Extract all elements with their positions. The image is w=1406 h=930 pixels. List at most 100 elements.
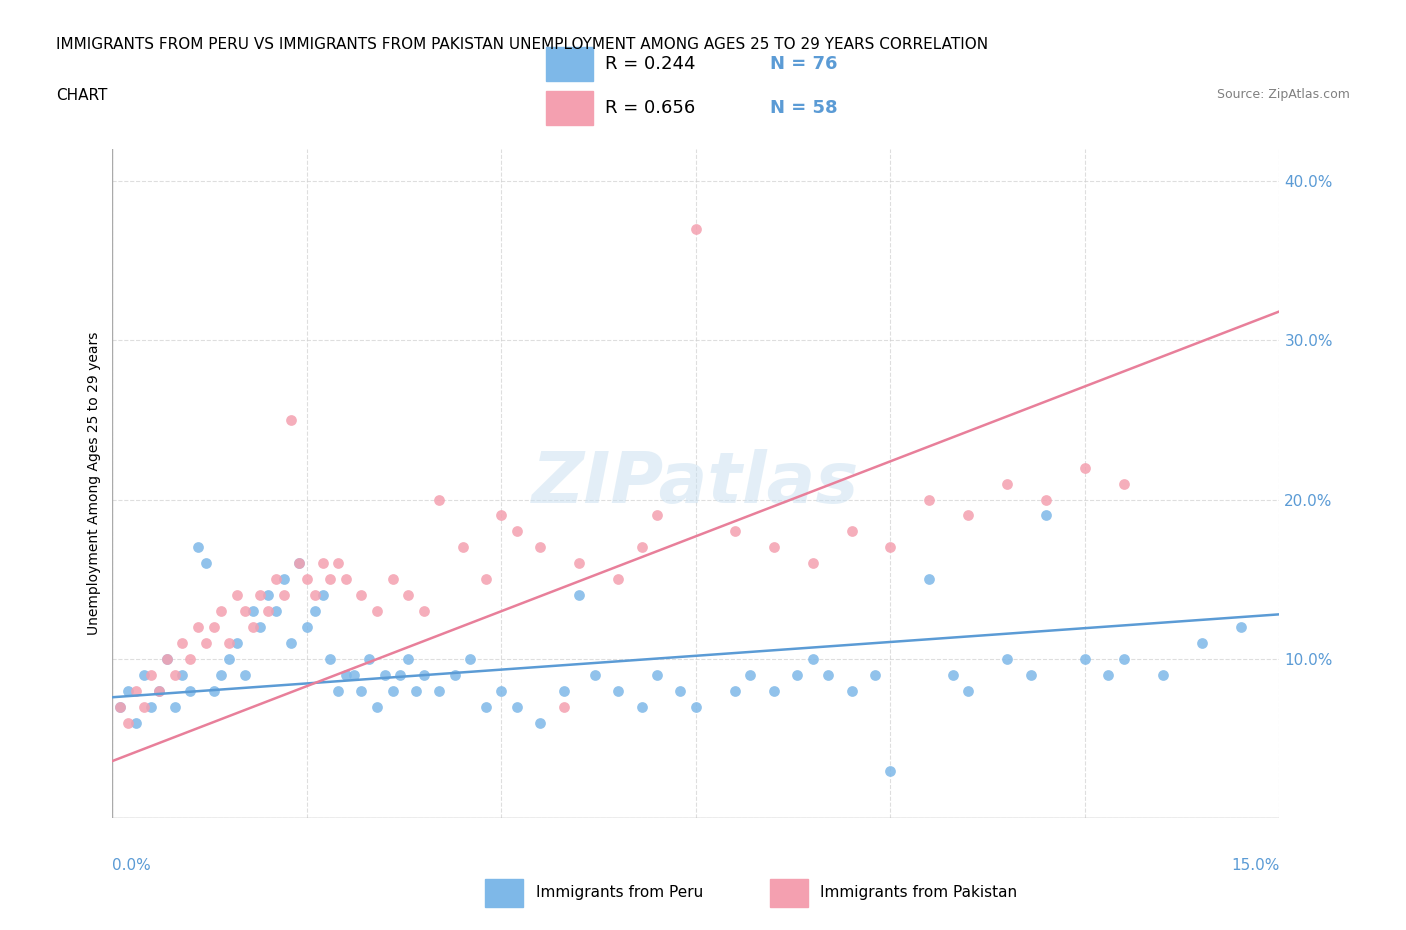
Point: [529, 715, 551, 730]
Point: [319, 572, 342, 587]
Point: [374, 668, 396, 683]
Point: [381, 572, 404, 587]
Point: [233, 604, 256, 618]
Point: [491, 684, 513, 698]
Point: [242, 619, 264, 634]
Point: [110, 699, 132, 714]
Point: [553, 699, 575, 714]
Point: [645, 508, 668, 523]
Point: [1019, 668, 1042, 683]
Point: [412, 604, 434, 618]
Point: [645, 668, 668, 683]
Text: IMMIGRANTS FROM PERU VS IMMIGRANTS FROM PAKISTAN UNEMPLOYMENT AMONG AGES 25 TO 2: IMMIGRANTS FROM PERU VS IMMIGRANTS FROM …: [56, 37, 988, 52]
Point: [942, 668, 965, 683]
Point: [350, 684, 373, 698]
Point: [630, 540, 652, 555]
Point: [427, 684, 450, 698]
Point: [194, 635, 217, 650]
Point: [226, 635, 249, 650]
Point: [740, 668, 762, 683]
Point: [396, 588, 419, 603]
Point: [194, 556, 217, 571]
Point: [110, 699, 132, 714]
Point: [607, 684, 630, 698]
Point: [863, 668, 886, 683]
Point: [249, 588, 271, 603]
Point: [529, 540, 551, 555]
Text: 15.0%: 15.0%: [1232, 857, 1279, 872]
Point: [1112, 476, 1135, 491]
Point: [669, 684, 692, 698]
Point: [412, 668, 434, 683]
Point: [141, 668, 163, 683]
Point: [304, 604, 326, 618]
Point: [1191, 635, 1213, 650]
Point: [326, 556, 349, 571]
Point: [209, 604, 232, 618]
Point: [280, 635, 302, 650]
Bar: [485, 879, 523, 907]
Point: [257, 588, 280, 603]
Point: [1035, 508, 1057, 523]
Point: [202, 619, 225, 634]
Point: [724, 524, 747, 538]
Point: [156, 652, 179, 667]
Point: [568, 556, 591, 571]
Point: [280, 412, 302, 427]
Point: [630, 699, 652, 714]
Point: [218, 652, 240, 667]
Point: [179, 652, 201, 667]
Point: [879, 540, 901, 555]
Point: [264, 604, 287, 618]
Point: [179, 684, 201, 698]
Text: N = 58: N = 58: [770, 99, 838, 116]
Point: [1152, 668, 1174, 683]
Point: [995, 652, 1018, 667]
Point: [366, 699, 388, 714]
Point: [163, 668, 186, 683]
Bar: [546, 47, 593, 81]
Point: [172, 635, 194, 650]
Point: [396, 652, 419, 667]
Point: [132, 699, 155, 714]
Bar: [546, 91, 593, 126]
Point: [295, 619, 318, 634]
Point: [801, 652, 824, 667]
Text: Source: ZipAtlas.com: Source: ZipAtlas.com: [1216, 88, 1350, 101]
Point: [506, 524, 529, 538]
Point: [879, 764, 901, 778]
Point: [460, 652, 482, 667]
Point: [218, 635, 240, 650]
Point: [187, 619, 209, 634]
Point: [817, 668, 839, 683]
Point: [995, 476, 1018, 491]
Text: N = 76: N = 76: [770, 55, 838, 73]
Point: [685, 221, 707, 236]
Bar: [770, 879, 808, 907]
Point: [443, 668, 465, 683]
Point: [506, 699, 529, 714]
Text: Immigrants from Pakistan: Immigrants from Pakistan: [821, 885, 1018, 900]
Point: [288, 556, 311, 571]
Point: [249, 619, 271, 634]
Point: [389, 668, 412, 683]
Point: [257, 604, 280, 618]
Point: [226, 588, 249, 603]
Point: [295, 572, 318, 587]
Point: [957, 684, 980, 698]
Point: [1074, 460, 1097, 475]
Point: [1112, 652, 1135, 667]
Point: [405, 684, 427, 698]
Point: [724, 684, 747, 698]
Text: Immigrants from Peru: Immigrants from Peru: [536, 885, 703, 900]
Text: CHART: CHART: [56, 88, 108, 103]
Point: [801, 556, 824, 571]
Point: [918, 492, 941, 507]
Point: [242, 604, 264, 618]
Point: [125, 715, 148, 730]
Point: [311, 556, 333, 571]
Point: [366, 604, 388, 618]
Point: [132, 668, 155, 683]
Point: [568, 588, 591, 603]
Point: [163, 699, 186, 714]
